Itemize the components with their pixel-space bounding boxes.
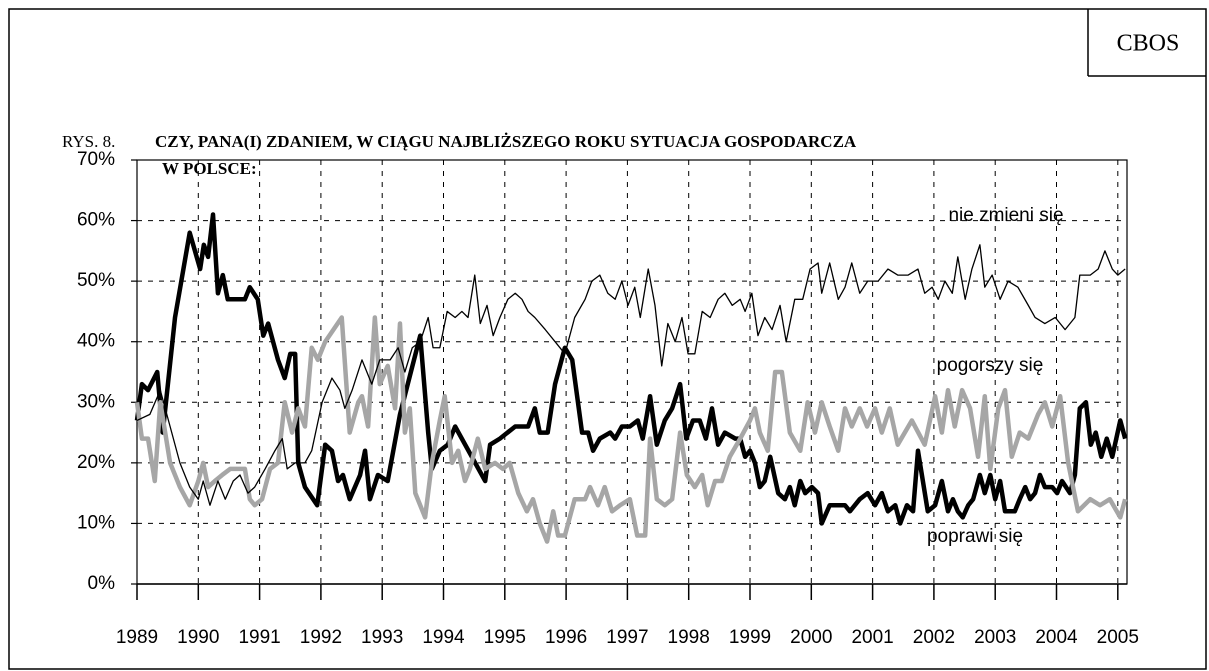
x-tick-label: 1995 bbox=[484, 627, 526, 648]
y-tick-label: 0% bbox=[88, 573, 116, 594]
y-tick-label: 10% bbox=[77, 512, 115, 533]
x-tick-label: 1996 bbox=[545, 627, 587, 648]
y-tick-label: 30% bbox=[77, 391, 115, 412]
series-line bbox=[134, 212, 1128, 526]
x-tick-label: 2005 bbox=[1097, 627, 1139, 648]
chart-title: W POLSCE: bbox=[162, 159, 257, 178]
figure-label: RYS. 8. bbox=[62, 132, 115, 151]
series-label: poprawi się bbox=[927, 526, 1023, 547]
series-label: nie zmieni się bbox=[948, 205, 1063, 226]
y-tick-label: 70% bbox=[77, 149, 115, 170]
y-tick-label: 20% bbox=[77, 452, 115, 473]
series-line bbox=[136, 244, 1126, 506]
x-tick-label: 2000 bbox=[790, 627, 832, 648]
source-label: CBOS bbox=[1117, 31, 1180, 57]
y-tick-label: 60% bbox=[77, 210, 115, 231]
chart-title: CZY, PANA(I) ZDANIEM, W CIĄGU NAJBLIŻSZE… bbox=[155, 132, 857, 151]
x-tick-label: 2002 bbox=[913, 627, 955, 648]
x-tick-label: 1990 bbox=[177, 627, 219, 648]
x-tick-label: 2004 bbox=[1035, 627, 1078, 648]
x-tick-label: 1992 bbox=[300, 627, 342, 648]
outer-frame bbox=[8, 8, 1207, 670]
x-tick-label: 1989 bbox=[116, 627, 158, 648]
series-label: pogorszy się bbox=[937, 355, 1044, 376]
x-tick-label: 1991 bbox=[238, 627, 280, 648]
series-line bbox=[134, 315, 1128, 544]
x-tick-label: 1994 bbox=[422, 627, 465, 648]
x-tick-label: 1999 bbox=[729, 627, 771, 648]
x-tick-label: 2003 bbox=[974, 627, 1016, 648]
x-tick-label: 1998 bbox=[668, 627, 710, 648]
x-tick-label: 1993 bbox=[361, 627, 403, 648]
x-tick-label: 2001 bbox=[851, 627, 893, 648]
y-tick-label: 40% bbox=[77, 331, 115, 352]
x-tick-label: 1997 bbox=[606, 627, 648, 648]
y-tick-label: 50% bbox=[77, 270, 115, 291]
